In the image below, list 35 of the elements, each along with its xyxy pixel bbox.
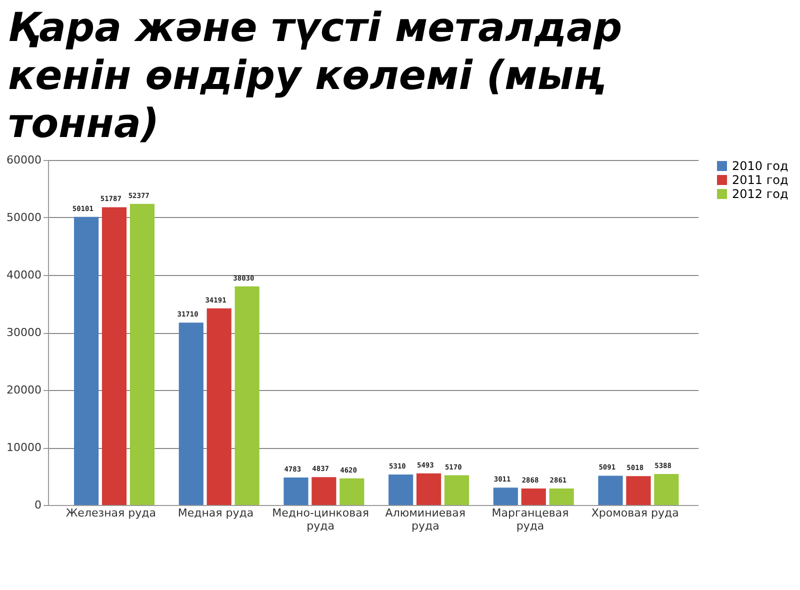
bar	[234, 286, 260, 505]
y-tick-label: 0	[34, 498, 42, 512]
y-tick-label: 40000	[6, 268, 42, 282]
y-tick-label: 30000	[6, 326, 42, 339]
bar	[626, 476, 651, 505]
y-tick-label: 10000	[6, 441, 42, 454]
bar	[206, 308, 232, 505]
x-tick-label: Хромовая руда	[591, 506, 679, 520]
bar	[416, 473, 442, 505]
x-tick-label: Алюминиевая руда	[385, 506, 466, 532]
bar	[521, 488, 546, 505]
legend-label: 2012 год	[732, 187, 788, 201]
bar	[340, 478, 364, 505]
bar	[444, 475, 470, 505]
y-tick-label: 20000	[6, 384, 42, 396]
x-tick-label: Медная руда	[178, 506, 254, 520]
bar	[549, 488, 574, 505]
chart-title: Қара және түсті металдар кенін өндіру көлемі (мың тонна)	[8, 4, 624, 148]
bar	[598, 476, 623, 505]
bar	[74, 216, 99, 505]
bar	[130, 204, 155, 505]
bar	[284, 478, 308, 505]
y-tick-label: 50000	[6, 211, 42, 224]
bar	[178, 322, 204, 505]
bar	[493, 488, 518, 505]
bar	[388, 474, 414, 505]
y-tick-label: 60000	[6, 154, 42, 166]
legend-label: 2011 год	[732, 173, 788, 187]
legend-label: 2010 год	[732, 159, 788, 173]
x-tick-label: Медно-цинковая руда	[272, 506, 369, 532]
bar	[654, 474, 679, 505]
bar	[312, 477, 336, 505]
bar	[102, 207, 127, 505]
x-tick-label: Железная руда	[66, 506, 156, 520]
x-tick-label: Марганцевая руда	[492, 506, 569, 532]
